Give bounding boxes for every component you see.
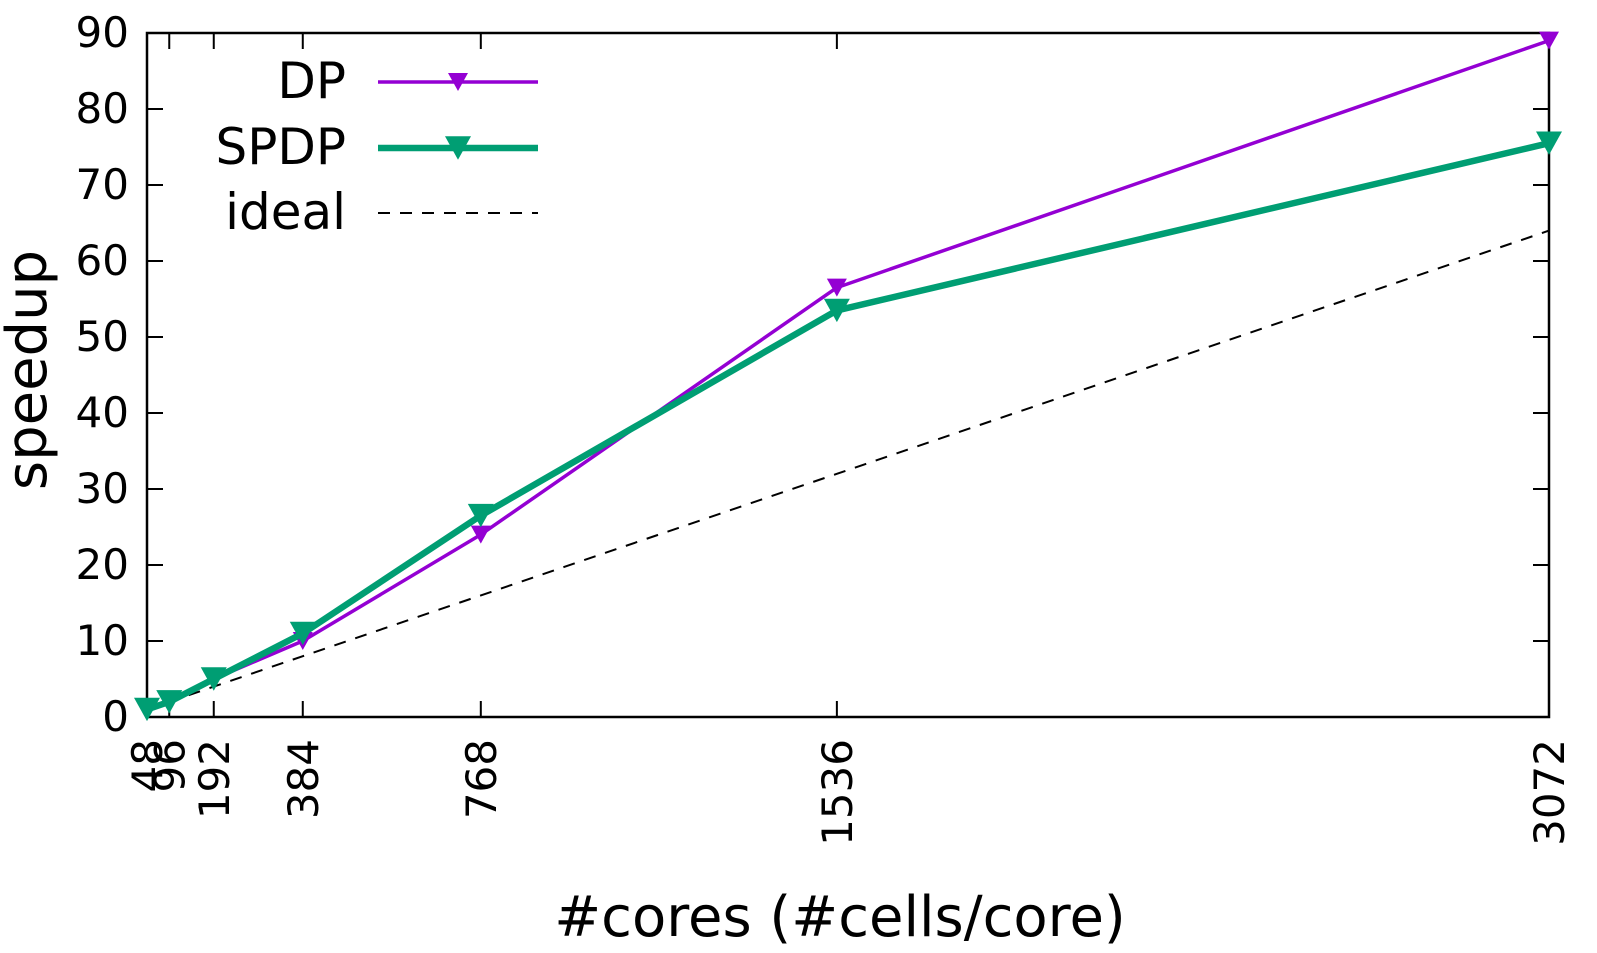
y-tick-label: 10	[76, 616, 129, 665]
y-tick-label: 20	[76, 540, 129, 589]
data-point-spdp	[289, 621, 316, 646]
series-layer	[134, 31, 1562, 722]
series-line-dp	[146, 38, 1550, 712]
y-tick-label: 40	[76, 388, 129, 437]
series-line-ideal	[146, 229, 1550, 711]
data-point-spdp	[134, 697, 160, 722]
series-dp	[137, 31, 1559, 719]
series-spdp	[134, 131, 1562, 722]
y-tick-label: 80	[76, 84, 129, 133]
data-point-spdp	[156, 690, 183, 714]
legend: DP SPDP ideal	[215, 52, 538, 241]
y-tick-label: 90	[76, 8, 129, 57]
x-axis-title: #cores (#cells/core)	[554, 885, 1126, 950]
y-tick-label: 30	[76, 464, 129, 513]
data-point-spdp	[823, 298, 850, 323]
y-tick-label: 60	[76, 236, 129, 285]
x-tick-label: 48	[123, 739, 172, 792]
x-tick-label: 1536	[813, 739, 862, 846]
x-tick-label: 3072	[1525, 739, 1574, 846]
legend-label-spdp: SPDP	[215, 118, 346, 176]
x-tick-label: 192	[190, 739, 239, 819]
y-tick-label: 0	[102, 692, 129, 741]
legend-marker-dp	[448, 73, 468, 91]
plot-area	[145, 31, 1551, 719]
series-ideal	[146, 229, 1550, 711]
legend-marker-spdp	[445, 136, 471, 160]
y-tick-label: 70	[76, 160, 129, 209]
plot-frame	[145, 31, 1551, 719]
data-point-dp	[470, 525, 491, 544]
data-point-spdp	[467, 503, 494, 528]
x-tick-label: 96	[145, 739, 194, 792]
legend-label-dp: DP	[277, 52, 346, 110]
legend-label-ideal: ideal	[225, 183, 346, 241]
data-point-dp	[826, 278, 847, 297]
y-axis-title: speedup	[0, 250, 60, 490]
x-tick-label: 384	[279, 739, 328, 819]
data-point-spdp	[1536, 131, 1562, 155]
x-tick-label: 768	[457, 739, 506, 819]
y-axis: 0 10 20 30 40 50 60 70 80 90	[76, 8, 1549, 741]
data-point-dp	[1539, 31, 1559, 50]
data-point-spdp	[200, 667, 227, 691]
series-line-spdp	[145, 140, 1550, 713]
y-tick-label: 50	[76, 312, 129, 361]
